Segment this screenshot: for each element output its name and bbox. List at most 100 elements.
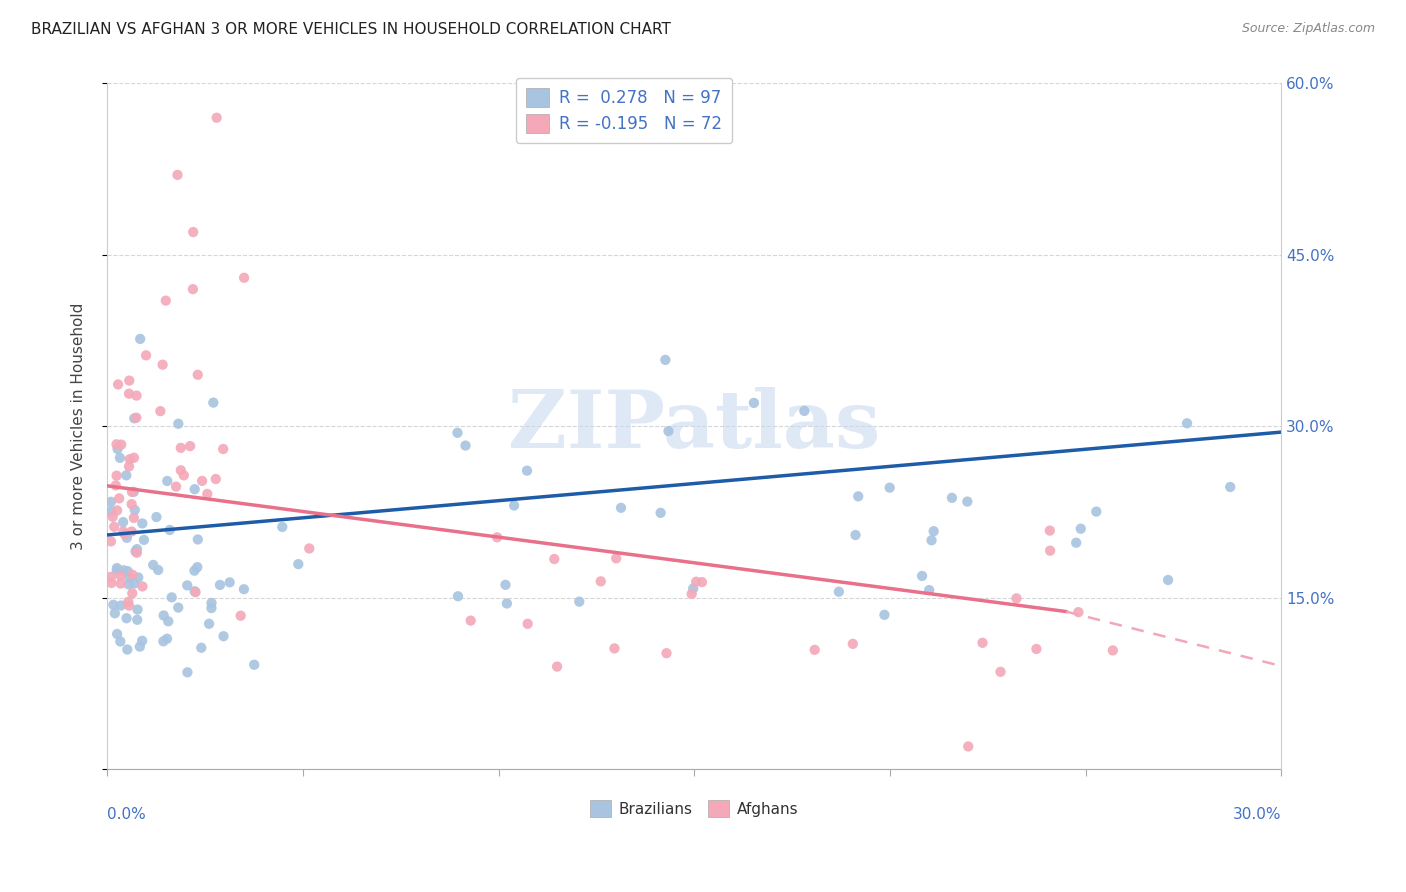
Point (115, 468, 138, 483)
Point (101, 509, 124, 524)
Point (446, 425, 468, 440)
Point (105, 627, 128, 641)
Point (1085, 505, 1108, 519)
Point (128, 640, 150, 654)
Point (212, 442, 235, 456)
Point (167, 600, 190, 615)
Point (179, 439, 201, 453)
Point (118, 386, 141, 401)
Point (650, 506, 672, 520)
Point (105, 563, 128, 577)
Point (121, 567, 143, 582)
Point (187, 368, 209, 382)
Point (167, 417, 190, 431)
Point (108, 450, 131, 465)
Point (681, 587, 703, 601)
Point (110, 599, 132, 613)
Point (183, 482, 205, 496)
Point (118, 452, 141, 467)
Point (1070, 522, 1092, 536)
Point (159, 523, 181, 537)
Point (127, 613, 149, 627)
Point (447, 589, 470, 603)
Point (132, 533, 155, 547)
Point (911, 569, 934, 583)
Point (131, 516, 153, 531)
Point (187, 533, 209, 547)
Point (156, 632, 179, 646)
Point (243, 657, 266, 672)
Point (112, 563, 135, 577)
Point (1067, 605, 1090, 619)
Point (212, 629, 235, 643)
Point (121, 586, 143, 600)
Point (186, 560, 208, 574)
Point (117, 577, 139, 591)
Point (122, 484, 145, 499)
Point (142, 558, 165, 572)
Point (103, 598, 125, 612)
Point (115, 531, 138, 545)
Point (605, 551, 627, 566)
Point (589, 574, 612, 589)
Point (112, 515, 135, 529)
Point (803, 643, 825, 657)
Y-axis label: 3 or more Vehicles in Household: 3 or more Vehicles in Household (72, 302, 86, 550)
Point (105, 437, 128, 451)
Point (846, 489, 869, 503)
Point (543, 552, 565, 566)
Point (125, 410, 148, 425)
Point (844, 528, 866, 542)
Point (100, 576, 122, 591)
Point (173, 468, 195, 483)
Point (873, 607, 896, 622)
Point (170, 441, 193, 455)
Point (103, 520, 125, 534)
Point (100, 534, 122, 549)
Point (118, 459, 141, 474)
Point (183, 584, 205, 599)
Point (124, 411, 146, 425)
Point (117, 642, 139, 657)
Point (165, 480, 187, 494)
Point (149, 404, 172, 418)
Point (229, 608, 252, 623)
Point (654, 352, 676, 367)
Point (115, 611, 138, 625)
Point (1064, 535, 1087, 549)
Point (287, 557, 309, 571)
Point (610, 500, 633, 515)
Point (200, 596, 222, 610)
Point (454, 439, 477, 453)
Point (105, 561, 128, 575)
Point (1025, 642, 1047, 657)
Point (486, 530, 509, 544)
Point (298, 541, 321, 556)
Point (127, 570, 149, 584)
Point (879, 481, 901, 495)
Point (546, 659, 568, 673)
Point (842, 637, 865, 651)
Point (1157, 573, 1180, 587)
Point (121, 524, 143, 539)
Point (131, 633, 153, 648)
Point (145, 510, 167, 524)
Point (922, 524, 945, 539)
Point (135, 348, 157, 362)
Point (124, 576, 146, 591)
Point (181, 282, 204, 296)
Point (1175, 417, 1198, 431)
Text: 0.0%: 0.0% (107, 807, 146, 822)
Point (603, 641, 626, 656)
Point (160, 591, 183, 605)
Point (793, 404, 815, 418)
Point (190, 640, 212, 655)
Legend: Brazilians, Afghans: Brazilians, Afghans (583, 794, 804, 823)
Point (990, 665, 1012, 679)
Point (170, 463, 193, 477)
Point (122, 511, 145, 525)
Point (105, 468, 128, 483)
Point (685, 574, 707, 589)
Point (125, 546, 148, 560)
Point (972, 636, 994, 650)
